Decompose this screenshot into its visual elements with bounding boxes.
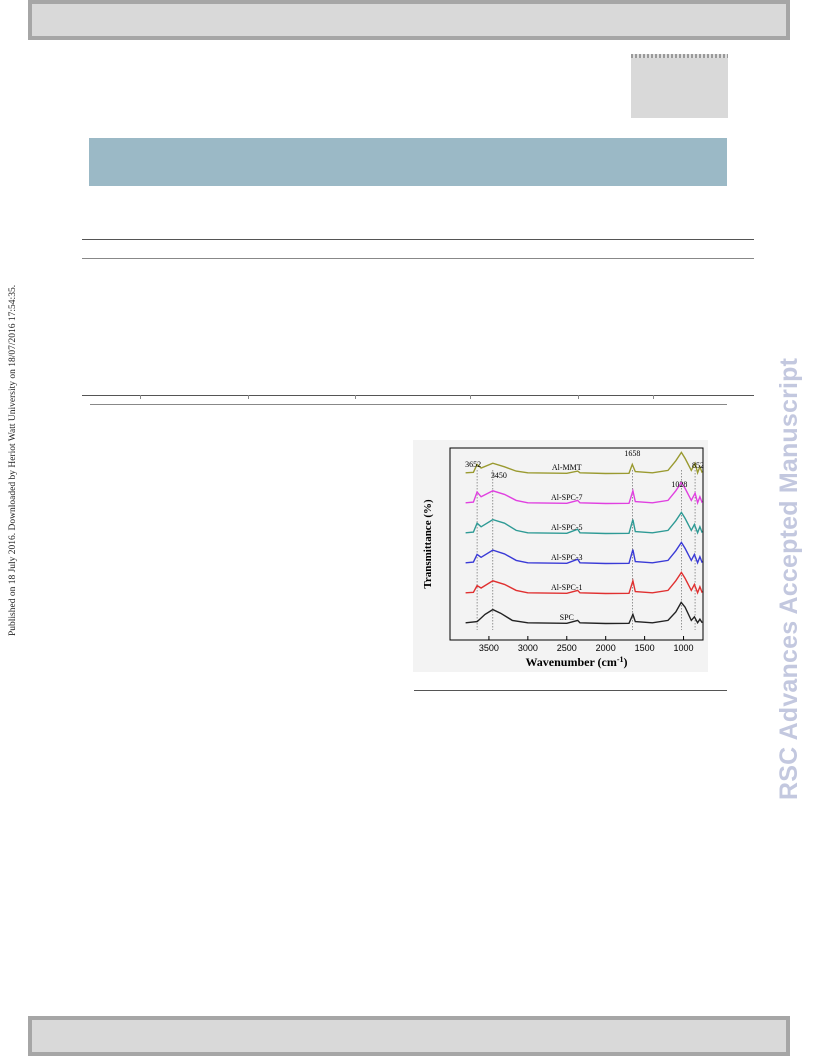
table-column-tick [470, 395, 471, 399]
publication-note: Published on 18 July 2016. Downloaded by… [8, 216, 18, 636]
x-tick-label: 3500 [479, 643, 499, 653]
table-column-tick [578, 395, 579, 399]
peak-annotation: 1028 [671, 480, 687, 489]
series-line [466, 542, 703, 563]
peak-annotation: 3450 [491, 471, 507, 480]
ftir-chart: 3500 3000 2500 2000 1500 1000 SPC Al-SPC-1 Al-SP… [413, 440, 708, 672]
table-column-tick [653, 395, 654, 399]
series-label: SPC [560, 613, 574, 622]
journal-logo [631, 54, 728, 118]
peak-annotation: 1658 [624, 449, 640, 458]
peak-annotation: 852 [692, 461, 704, 470]
series-label: Al-MMT [552, 463, 582, 472]
x-tick-label: 2000 [596, 643, 616, 653]
table-column-tick [355, 395, 356, 399]
accepted-manuscript-watermark: RSC Advances Accepted Manuscript [775, 240, 804, 800]
series-label: Al-SPC-3 [551, 553, 583, 562]
y-axis-label: Transmittance (%) [422, 499, 434, 589]
title-banner [89, 138, 727, 186]
series-line [466, 482, 703, 503]
series-line [466, 512, 703, 533]
series-label: Al-SPC-1 [551, 583, 583, 592]
plot-frame [450, 448, 703, 640]
x-tick-label: 1000 [674, 643, 694, 653]
x-tick-label: 1500 [635, 643, 655, 653]
series-label: Al-SPC-7 [551, 493, 583, 502]
x-tick-label: 3000 [518, 643, 538, 653]
x-axis-label: Wavenumber (cm-1) [525, 655, 627, 669]
table-header-rule [82, 258, 754, 259]
series-line [466, 602, 703, 623]
page-header-bar [28, 0, 790, 40]
table-column-tick [140, 395, 141, 399]
series-line [466, 572, 703, 593]
table-column-tick [248, 395, 249, 399]
x-tick-label: 2500 [557, 643, 577, 653]
logo-stripe [631, 54, 728, 58]
table-footnote-rule [90, 404, 727, 405]
table-top-rule [82, 239, 754, 240]
ftir-figure: 3500 3000 2500 2000 1500 1000 SPC Al-SPC-1 Al-SP… [413, 440, 708, 672]
figure-caption-rule [414, 690, 727, 691]
page-footer-bar [28, 1016, 790, 1056]
series-label: Al-SPC-5 [551, 523, 583, 532]
peak-annotation: 3652 [465, 460, 481, 469]
